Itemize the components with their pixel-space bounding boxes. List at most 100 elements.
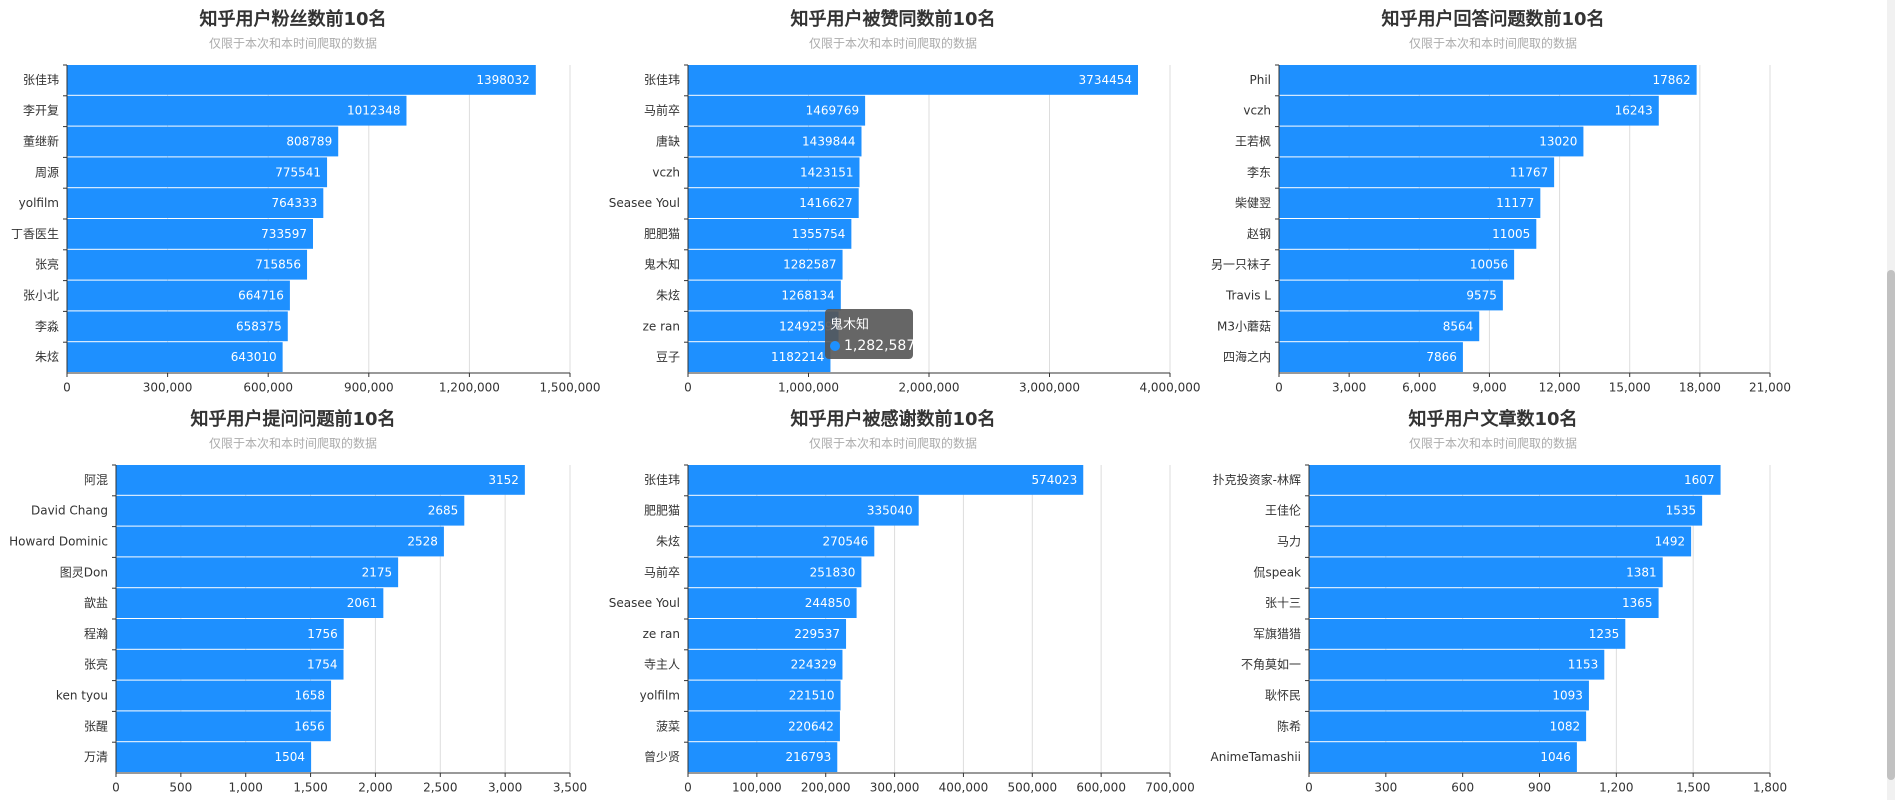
category-label: 张亮	[35, 257, 59, 272]
bar-value-label: 1365	[1622, 596, 1653, 610]
bar[interactable]	[1279, 157, 1555, 188]
bar[interactable]	[688, 342, 831, 372]
bar[interactable]	[688, 65, 1139, 95]
x-tick-label: 2,500	[423, 781, 457, 795]
bar[interactable]	[688, 157, 860, 188]
x-tick-label: 300,000	[870, 781, 920, 795]
bar[interactable]	[1309, 619, 1626, 649]
bar[interactable]	[1309, 588, 1659, 618]
bar[interactable]	[1279, 95, 1659, 126]
bar[interactable]	[116, 742, 312, 772]
bar[interactable]	[1279, 342, 1463, 372]
bar[interactable]	[688, 588, 857, 618]
bar[interactable]	[116, 526, 444, 557]
chart-title: 知乎用户被赞同数前10名	[790, 8, 995, 30]
bar[interactable]	[688, 495, 919, 526]
x-tick-label: 1,000,000	[778, 381, 839, 395]
bar[interactable]	[116, 588, 384, 618]
bar[interactable]	[688, 280, 841, 311]
bar[interactable]	[67, 188, 324, 218]
bar[interactable]	[1309, 742, 1577, 772]
bar-value-label: 270546	[822, 535, 868, 549]
bar[interactable]	[1279, 249, 1515, 280]
bar-value-label: 1398032	[476, 73, 529, 87]
bar[interactable]	[1309, 649, 1605, 680]
chart-subtitle: 仅限于本次和本时间爬取的数据	[809, 436, 977, 451]
bar[interactable]	[688, 219, 852, 249]
category-label: 程瀚	[84, 626, 108, 641]
bar[interactable]	[688, 619, 847, 649]
x-tick-label: 300	[1374, 781, 1397, 795]
bar[interactable]	[1309, 711, 1587, 742]
category-label: 李淼	[35, 318, 59, 333]
bar[interactable]	[67, 65, 536, 95]
bar[interactable]	[67, 157, 328, 188]
chart-subtitle: 仅限于本次和本时间爬取的数据	[209, 36, 377, 51]
bar-value-label: 1756	[307, 627, 338, 641]
x-tick-label: 3,500	[553, 781, 587, 795]
x-tick-label: 900,000	[344, 381, 394, 395]
bar-value-label: 10056	[1470, 258, 1508, 272]
scrollbar-thumb[interactable]	[1887, 270, 1895, 780]
bar[interactable]	[1279, 311, 1480, 342]
category-label: 张佳玮	[23, 73, 59, 87]
bar-value-label: 1656	[294, 719, 325, 733]
bar[interactable]	[688, 126, 862, 157]
bar-value-label: 658375	[236, 319, 282, 333]
category-label: 曾少贤	[644, 750, 680, 764]
bar-value-label: 1153	[1568, 658, 1599, 672]
bar[interactable]	[1309, 495, 1703, 526]
bar[interactable]	[116, 619, 344, 649]
bar[interactable]	[1279, 219, 1537, 249]
bar[interactable]	[1309, 680, 1589, 711]
bar[interactable]	[67, 95, 407, 126]
bar[interactable]	[688, 557, 862, 588]
bar[interactable]	[1279, 126, 1584, 157]
bar[interactable]	[688, 742, 838, 772]
bar[interactable]	[116, 557, 399, 588]
bar[interactable]	[688, 188, 859, 218]
x-tick-label: 600,000	[243, 381, 293, 395]
x-tick-label: 300,000	[143, 381, 193, 395]
bar[interactable]	[688, 311, 839, 342]
bar[interactable]	[67, 311, 288, 342]
bar[interactable]	[1279, 65, 1697, 95]
bar[interactable]	[688, 680, 841, 711]
bar[interactable]	[1279, 188, 1541, 218]
category-label: vczh	[652, 165, 680, 179]
bar[interactable]	[1309, 557, 1663, 588]
bar[interactable]	[1279, 280, 1503, 311]
category-label: 唐缺	[656, 134, 680, 149]
bar-value-label: 3152	[488, 473, 519, 487]
bar[interactable]	[116, 649, 344, 680]
bar[interactable]	[116, 680, 332, 711]
category-label: 另一只袜子	[1211, 258, 1271, 272]
bar[interactable]	[67, 280, 290, 311]
bar[interactable]	[67, 249, 308, 280]
x-tick-label: 18,000	[1679, 381, 1721, 395]
bar-value-label: 574023	[1031, 473, 1077, 487]
bar[interactable]	[67, 219, 313, 249]
bar[interactable]	[67, 126, 339, 157]
bar-value-label: 2685	[428, 504, 459, 518]
bar[interactable]	[67, 342, 283, 372]
bar[interactable]	[1309, 465, 1721, 495]
category-label: 张小北	[23, 289, 59, 303]
bar[interactable]	[116, 465, 525, 495]
bar[interactable]	[116, 711, 331, 742]
bar-value-label: 808789	[286, 135, 332, 149]
bar[interactable]	[688, 95, 866, 126]
x-tick-label: 15,000	[1609, 381, 1651, 395]
category-label: Seasee Youl	[609, 196, 680, 210]
bar[interactable]	[688, 249, 843, 280]
scrollbar-track[interactable]	[1887, 0, 1895, 800]
bar[interactable]	[116, 495, 465, 526]
chart-title: 知乎用户提问问题前10名	[190, 408, 395, 430]
bar[interactable]	[688, 711, 840, 742]
bar[interactable]	[688, 526, 875, 557]
bar[interactable]	[1309, 526, 1692, 557]
bar[interactable]	[688, 649, 843, 680]
bar[interactable]	[688, 465, 1084, 495]
